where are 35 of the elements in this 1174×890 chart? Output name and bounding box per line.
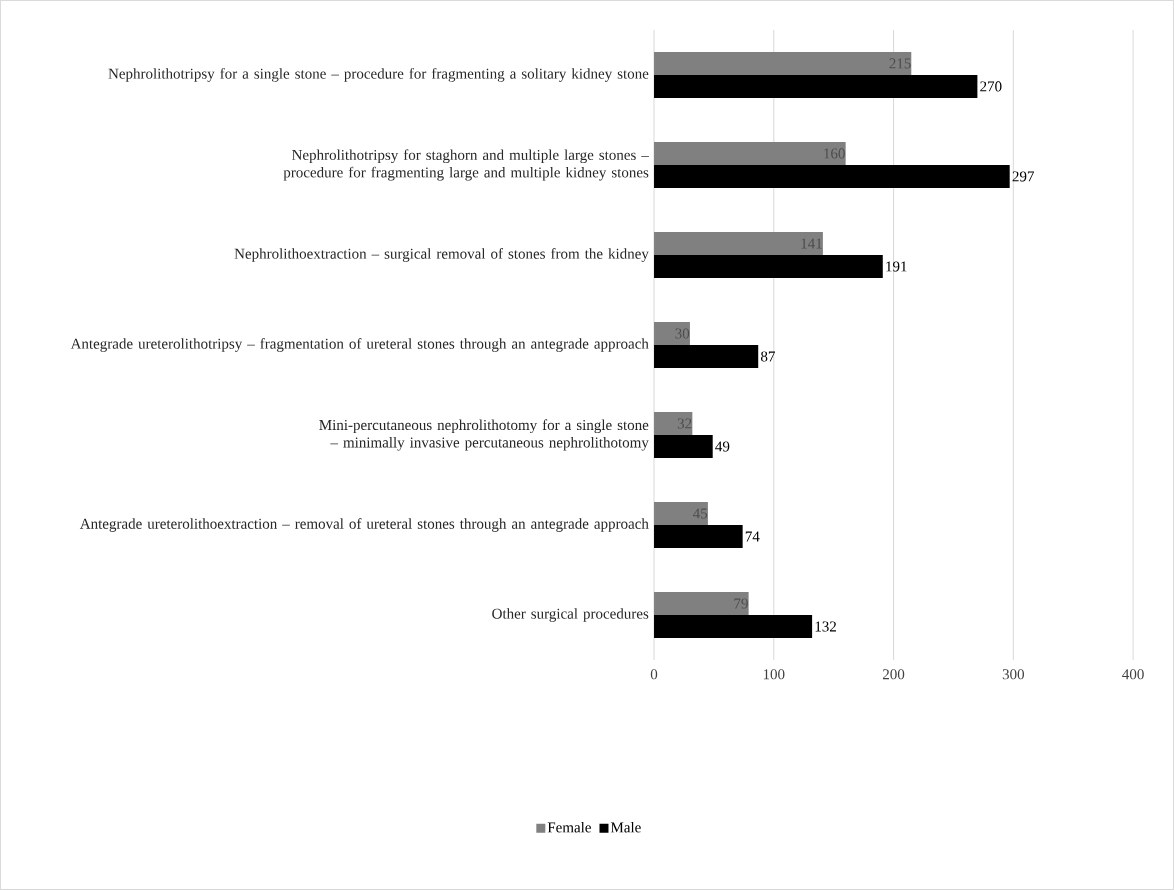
x-tick-label: 300 — [1002, 669, 1025, 680]
bar — [654, 254, 883, 278]
legend-label: Male — [610, 821, 641, 833]
data-label: 191 — [886, 261, 907, 272]
bar — [654, 74, 978, 98]
bar — [654, 434, 713, 458]
bar — [654, 344, 759, 368]
bar — [654, 164, 1010, 188]
data-label: 297 — [1012, 171, 1034, 182]
bar — [654, 321, 690, 345]
x-tick-label: 100 — [763, 669, 785, 680]
y-tick-label: Nephrolithotripsy for a single stone – procedure for fragmenting a solitary kidney stone — [108, 68, 649, 82]
y-tick-label: Nephrolithoextraction – surgical removal of stones from the kidney — [234, 248, 649, 262]
data-label: 132 — [815, 621, 836, 632]
bar — [654, 502, 708, 526]
bar — [654, 525, 743, 549]
bar — [654, 592, 749, 616]
x-tick-label: 0 — [650, 669, 658, 680]
data-label: 49 — [715, 441, 730, 452]
y-tick-label: Mini-percutaneous nephrolithotomy for a single stone – minimally invasive percutaneous nephrolithotomy — [319, 419, 649, 451]
data-label: 87 — [760, 351, 775, 362]
bar — [654, 51, 912, 75]
y-tick-label: Other surgical procedures — [492, 608, 649, 622]
data-label: 74 — [745, 531, 760, 542]
data-label: 270 — [980, 81, 1002, 92]
bar — [654, 231, 823, 255]
bar — [654, 141, 846, 165]
bar — [654, 411, 693, 435]
x-tick-label: 200 — [882, 669, 905, 680]
x-tick-label: 400 — [1122, 669, 1144, 680]
y-tick-label: Antegrade ureterolithotripsy – fragmentation of ureteral stones through an antegrade approach — [70, 338, 649, 352]
y-tick-label: Antegrade ureterolithoextraction – removal of ureteral stones through an antegrade approach — [79, 518, 649, 532]
bar — [654, 615, 813, 639]
legend-label: Female — [547, 821, 591, 833]
y-tick-label: Nephrolithotripsy for staghorn and multiple large stones – procedure for fragmenting large and multiple kidney stones — [283, 149, 649, 181]
